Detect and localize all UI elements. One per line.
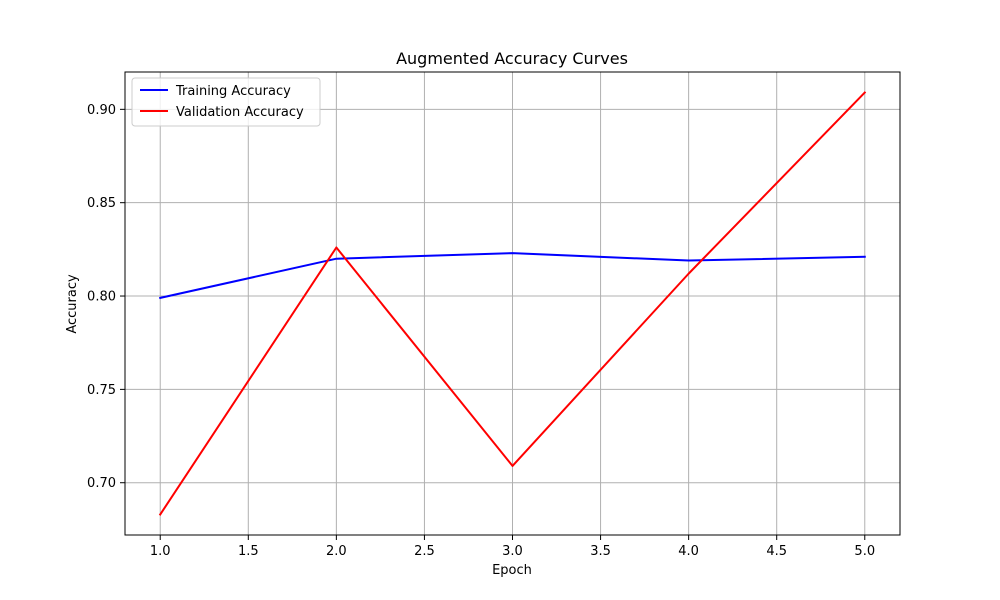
legend-label-validation: Validation Accuracy — [176, 105, 304, 120]
x-tick-label: 4.5 — [766, 544, 787, 559]
y-tick-label: 0.75 — [87, 383, 116, 398]
y-tick-label: 0.80 — [87, 290, 116, 305]
legend-label-training: Training Accuracy — [175, 84, 291, 99]
legend: Training Accuracy Validation Accuracy — [131, 77, 321, 127]
validation-accuracy-line — [158, 91, 867, 516]
y-tick-label: 0.85 — [87, 196, 116, 211]
chart-title: Augmented Accuracy Curves — [396, 49, 628, 68]
y-tick-label: 0.70 — [87, 476, 116, 491]
x-tick-label: 2.5 — [414, 544, 435, 559]
training-accuracy-line — [159, 252, 866, 300]
legend-box — [131, 77, 321, 127]
y-axis-label: Accuracy — [65, 274, 80, 334]
x-tick-label: 1.5 — [238, 544, 259, 559]
x-axis-ticks: 1.0 1.5 2.0 2.5 3.0 3.5 4.0 4.5 5.0 — [150, 535, 875, 559]
x-tick-label: 2.0 — [326, 544, 347, 559]
x-axis-label: Epoch — [492, 563, 532, 578]
x-tick-label: 3.0 — [502, 544, 523, 559]
grid — [125, 72, 900, 535]
x-tick-label: 1.0 — [150, 544, 171, 559]
series-lines — [158, 91, 867, 516]
x-tick-label: 5.0 — [854, 544, 875, 559]
y-axis-ticks: 0.70 0.75 0.80 0.85 0.90 — [87, 103, 125, 491]
x-tick-label: 4.0 — [678, 544, 699, 559]
x-tick-label: 3.5 — [590, 544, 611, 559]
y-tick-label: 0.90 — [87, 103, 116, 118]
